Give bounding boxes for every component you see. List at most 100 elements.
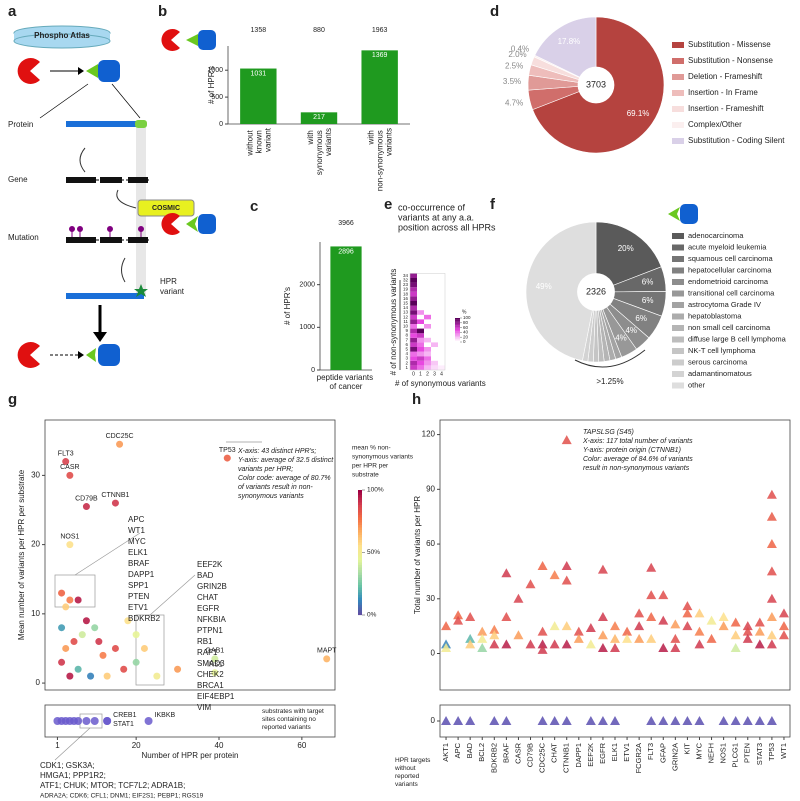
point xyxy=(465,639,476,649)
value-label: 4% xyxy=(615,333,627,342)
bracket xyxy=(574,349,646,368)
point xyxy=(597,630,608,640)
gene-label: DAPP1 xyxy=(128,570,155,579)
y-tick-label: 8 xyxy=(405,333,408,338)
bar xyxy=(330,246,362,370)
heat-cell xyxy=(417,319,424,324)
x-tick-label: PTEN xyxy=(743,743,752,763)
colorbar-step xyxy=(358,607,362,611)
colorbar-step xyxy=(358,565,362,568)
gene-label: EGFR xyxy=(197,604,219,613)
pie-center xyxy=(577,66,615,104)
colorbar-step xyxy=(455,340,460,343)
colorbar-step xyxy=(455,330,460,332)
point xyxy=(646,633,657,643)
zero-point xyxy=(718,716,729,725)
gene-label: NFKBIA xyxy=(197,615,227,624)
x-tick-label: CD79B xyxy=(526,743,535,767)
text-line: variant xyxy=(263,127,272,152)
point-label: IKBKB xyxy=(155,712,176,719)
chart-title: co-occurrence of xyxy=(398,202,466,212)
colorbar-step xyxy=(358,612,362,616)
heat-cell xyxy=(438,365,445,370)
x-tick-label: 1 xyxy=(419,371,422,377)
legend-label: acute myeloid leukemia xyxy=(688,242,767,251)
x-tick-label: FCGR2A xyxy=(634,743,643,773)
value-label: 49% xyxy=(536,282,552,291)
annotation: Color: average of 84.6% of variants xyxy=(583,456,693,463)
point xyxy=(754,639,765,649)
heat-cell xyxy=(417,337,424,343)
colorbar-step xyxy=(358,510,362,513)
heat-cell xyxy=(410,319,417,324)
legend-label: adamantinomatous xyxy=(688,369,752,378)
x-tick-label: BRAF xyxy=(501,743,510,763)
heat-cell xyxy=(410,356,417,361)
text-line: sites containing no xyxy=(262,716,318,723)
panel-letter: g xyxy=(8,391,17,408)
text-line: of cancer xyxy=(330,382,363,391)
gene-label: HMGA1; PPP1R2; xyxy=(40,771,106,780)
point xyxy=(766,630,777,640)
point xyxy=(82,503,90,511)
legend-swatch xyxy=(672,325,684,331)
point xyxy=(670,633,681,643)
colorbar-step xyxy=(358,585,362,588)
value-label: 6% xyxy=(635,314,647,323)
point xyxy=(766,539,777,549)
y-tick-label: 11 xyxy=(403,319,408,324)
heat-cell xyxy=(424,356,431,361)
colorbar-step xyxy=(358,522,362,526)
protein-icon xyxy=(680,204,698,224)
colorbar-step xyxy=(358,567,362,571)
point xyxy=(525,639,536,649)
colorbar-label: 80 xyxy=(463,320,469,325)
gene-label: BAD xyxy=(197,571,214,580)
text-line: variant xyxy=(160,287,185,296)
heat-cell xyxy=(410,342,417,347)
x-tick-label: 40 xyxy=(215,741,224,750)
colorbar-label: 50% xyxy=(367,549,380,556)
point xyxy=(549,570,560,580)
legend-label: astrocytoma Grade IV xyxy=(688,300,761,309)
center-label: 2326 xyxy=(586,286,606,296)
variant-star xyxy=(134,284,148,297)
colorbar-title: % xyxy=(462,309,467,315)
colorbar-step xyxy=(358,575,362,578)
heat-cell xyxy=(410,291,417,297)
point xyxy=(223,454,231,462)
gene-label: EIF4EBP1 xyxy=(197,692,235,701)
point xyxy=(132,631,140,639)
point xyxy=(62,458,70,466)
colorbar-step xyxy=(455,328,460,331)
colorbar-title: synonymous variants xyxy=(352,454,414,461)
point xyxy=(561,435,572,445)
colorbar-step xyxy=(358,595,362,598)
point-label: STAT1 xyxy=(113,721,134,728)
heat-cell xyxy=(431,365,438,370)
value-label: 1369 xyxy=(372,52,388,59)
colorbar-step xyxy=(455,326,460,328)
strip-frame xyxy=(44,704,336,738)
colorbar-step xyxy=(455,334,460,337)
point xyxy=(754,617,765,627)
x-tick-label: MYC xyxy=(694,742,703,759)
point xyxy=(706,633,717,643)
heat-cell xyxy=(417,310,424,315)
point xyxy=(91,624,99,632)
peptide-icon xyxy=(86,64,98,78)
point xyxy=(66,471,74,479)
point xyxy=(549,621,560,631)
colorbar-step xyxy=(358,507,362,511)
colorbar-step xyxy=(358,542,362,546)
plot-frame xyxy=(439,419,791,691)
point-label: NOS1 xyxy=(60,533,79,540)
value-label: 2.5% xyxy=(505,62,523,71)
total-label: 3966 xyxy=(338,220,354,227)
point xyxy=(441,643,452,653)
heat-frame xyxy=(409,273,446,371)
y-axis-label: # of HPR's xyxy=(283,287,292,325)
x-tick-label: AKT1 xyxy=(441,743,450,762)
y-tick-label: 9 xyxy=(405,328,408,333)
